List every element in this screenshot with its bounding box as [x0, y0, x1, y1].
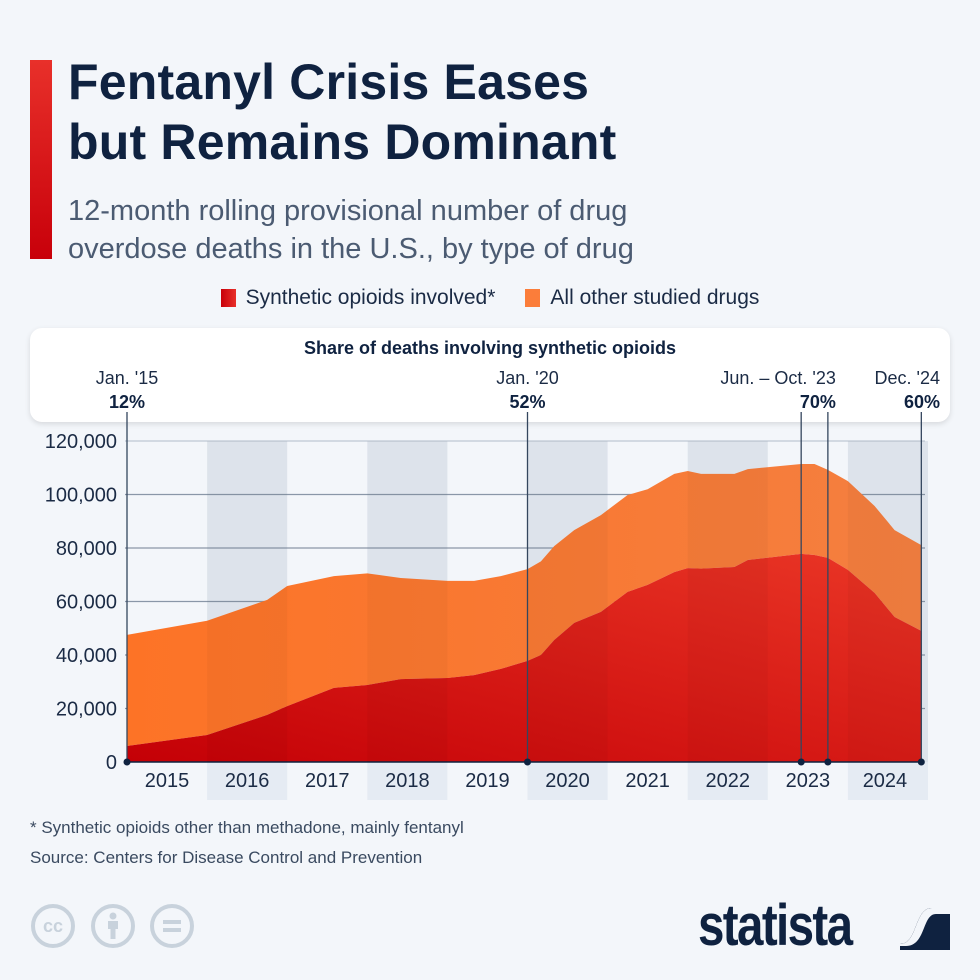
annotation-markers: Jan. '15 12% Jan. '20 52% Jun. – Oct. '23 70%… [96, 368, 940, 766]
annotation-dot [824, 758, 832, 766]
year-band-shade [848, 441, 928, 762]
legend-swatch-other [525, 289, 541, 307]
area-all-other-drugs [127, 464, 922, 746]
year-band-shade [367, 441, 447, 762]
source: Source: Centers for Disease Control and … [30, 848, 423, 867]
y-tick-label: 20,000 [56, 699, 117, 721]
x-tick-label: 2022 [706, 770, 751, 792]
annotation-title: Share of deaths involving synthetic opio… [303, 338, 677, 358]
x-tick-label: 2019 [465, 770, 510, 792]
no-derivatives-icon[interactable] [150, 904, 194, 948]
annotation-dot [917, 758, 925, 766]
annotation-box: Share of deaths involving synthetic opio… [30, 328, 950, 422]
year-band-shade [528, 441, 608, 762]
statista-logo-mark-icon [900, 902, 950, 950]
area-synthetic-opioids [127, 553, 922, 762]
subtitle-line-2: overdose deaths in the U.S., by type of … [68, 233, 634, 265]
legend-item-synthetic: Synthetic opioids involved* [220, 286, 496, 310]
x-tick-label: 2024 [863, 770, 908, 792]
annotation-label: Jun. – Oct. '23 [720, 368, 836, 388]
annotation-dot [524, 758, 531, 766]
x-axis-labels: 2015 2016 2017 2018 2019 2020 2021 2022 2023 2024 [145, 770, 907, 792]
legend: Synthetic opioids involved* All other st… [0, 286, 980, 310]
y-tick-label: 0 [106, 752, 117, 774]
annotation-value: 52% [509, 392, 545, 412]
year-band-shade [688, 441, 768, 762]
annotation-dot [123, 758, 131, 766]
title-accent-bar [30, 60, 52, 259]
title-line-2: but Remains Dominant [68, 114, 617, 170]
x-tick-label: 2023 [786, 770, 831, 792]
cc-icon[interactable]: cc [31, 904, 75, 948]
year-band-shade [207, 441, 287, 762]
annotation-label: Jan. '20 [496, 368, 558, 388]
y-tick-label: 100,000 [45, 485, 117, 507]
x-tick-label: 2021 [625, 770, 670, 792]
x-tick-label: 2016 [225, 770, 270, 792]
x-tick-label: 2018 [385, 770, 430, 792]
legend-label: Synthetic opioids involved* [245, 286, 496, 309]
annotation-label: Dec. '24 [875, 368, 940, 388]
legend-item-other: All other studied drugs [525, 286, 759, 310]
x-tick-label: 2020 [545, 770, 590, 792]
title-line-1: Fentanyl Crisis Eases [68, 54, 590, 110]
y-tick-label: 80,000 [56, 538, 117, 560]
y-tick-label: 40,000 [56, 645, 117, 667]
y-tick-label: 120,000 [45, 431, 117, 453]
y-axis-labels: 0 20,000 40,000 60,000 80,000 100,000 120,000 [45, 431, 117, 774]
subtitle: 12-month rolling provisional number of d… [68, 192, 634, 268]
page-title: Fentanyl Crisis Eases but Remains Domina… [68, 52, 616, 172]
annotation-dot [797, 758, 805, 766]
annotation-value: 60% [904, 392, 940, 412]
annotation-value: 70% [800, 392, 836, 412]
y-tick-label: 60,000 [56, 592, 117, 614]
annotation-label: Jan. '15 [96, 368, 158, 388]
legend-label: All other studied drugs [550, 286, 760, 309]
x-tick-label: 2017 [305, 770, 350, 792]
subtitle-line-1: 12-month rolling provisional number of d… [68, 195, 628, 227]
footnote: * Synthetic opioids other than methadone… [30, 818, 464, 837]
statista-logo[interactable]: statista [698, 893, 853, 958]
annotation-value: 12% [109, 392, 145, 412]
legend-swatch-synthetic [220, 289, 236, 307]
x-tick-label: 2015 [145, 770, 190, 792]
attribution-icon[interactable] [91, 904, 135, 948]
